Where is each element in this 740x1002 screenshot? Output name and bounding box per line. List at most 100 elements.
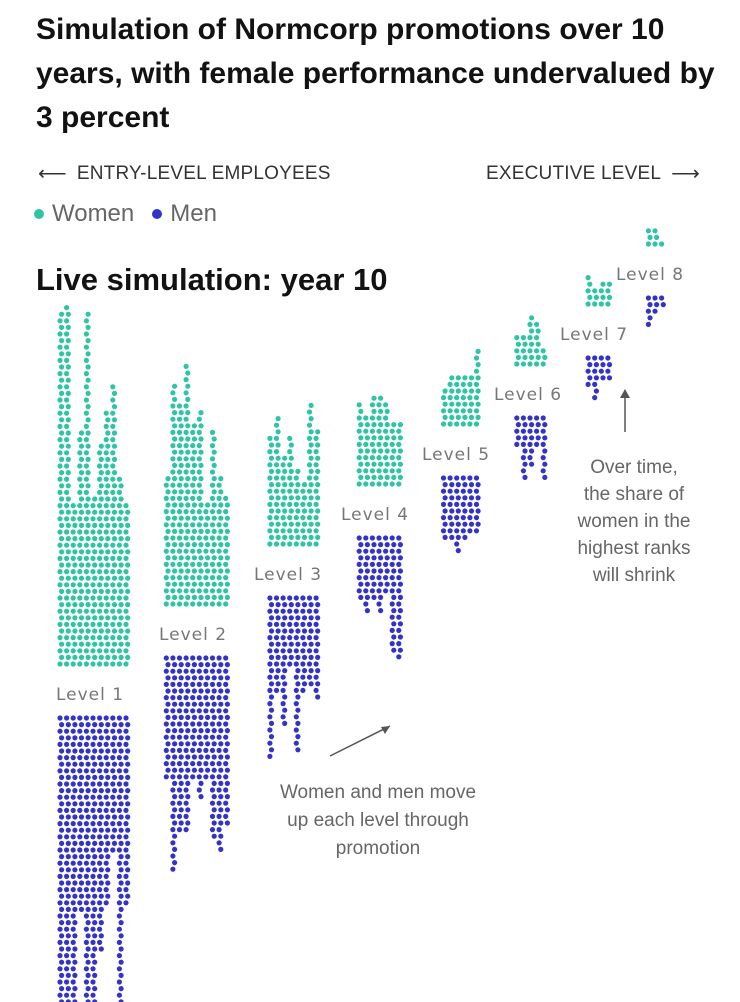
dot-men — [306, 674, 313, 680]
dot-men — [358, 594, 364, 601]
dot-men — [72, 761, 78, 767]
dot-women — [125, 562, 131, 568]
dot-women — [170, 588, 176, 594]
dot-men — [273, 595, 280, 601]
dot-women — [198, 568, 204, 574]
dot-women — [98, 654, 104, 661]
dot-women — [172, 555, 178, 561]
dot-men — [118, 722, 124, 728]
dot-women — [116, 503, 122, 509]
dot-women — [198, 462, 204, 468]
dot-layer — [57, 228, 666, 1002]
dot-women — [475, 348, 481, 354]
dot-men — [467, 501, 473, 507]
dot-women — [211, 555, 217, 561]
dot-men — [300, 674, 306, 680]
dot-women — [449, 414, 455, 420]
dot-women — [514, 361, 520, 367]
dot-men — [125, 801, 131, 807]
dot-women — [65, 654, 71, 661]
dot-men — [64, 755, 70, 761]
dot-women — [92, 509, 98, 515]
dot-women — [364, 461, 370, 467]
dot-women — [123, 516, 129, 522]
dot-men — [83, 979, 89, 985]
dot-women — [70, 542, 76, 548]
dot-men — [190, 774, 196, 780]
dot-women — [103, 410, 109, 416]
dot-women — [267, 475, 273, 481]
dot-women — [376, 468, 382, 474]
dot-men — [389, 627, 395, 634]
dot-women — [218, 594, 224, 601]
dot-men — [172, 780, 178, 787]
dot-men — [83, 715, 89, 721]
dot-men — [216, 668, 222, 674]
dot-women — [178, 581, 184, 587]
dot-men — [280, 635, 286, 641]
dot-women — [313, 475, 319, 481]
dot-men — [92, 880, 98, 886]
dot-men — [103, 834, 109, 840]
dot-men — [78, 854, 85, 860]
dot-women — [397, 435, 403, 441]
dot-men — [652, 295, 658, 301]
dot-women — [83, 331, 89, 337]
dot-women — [111, 602, 118, 608]
dot-women — [83, 516, 89, 522]
dot-women — [306, 528, 313, 534]
dot-men — [514, 441, 520, 447]
dot-women — [183, 469, 189, 475]
annotation-right-line-1: Over time, — [590, 457, 678, 478]
dot-women — [65, 588, 71, 595]
dot-men — [103, 741, 109, 748]
dot-men — [198, 794, 204, 800]
dot-women — [118, 602, 124, 608]
dot-women — [98, 456, 104, 462]
dot-men — [64, 979, 70, 985]
dot-men — [57, 834, 63, 840]
dot-men — [183, 800, 189, 806]
dot-women — [308, 508, 314, 514]
dot-men — [65, 827, 71, 833]
dot-men — [301, 668, 308, 674]
dot-men — [172, 860, 178, 866]
dot-women — [389, 428, 395, 434]
dot-men — [295, 602, 301, 608]
dot-women — [110, 423, 116, 429]
dot-women — [111, 654, 118, 661]
dot-men — [462, 521, 468, 527]
dot-women — [77, 595, 83, 601]
dot-men — [205, 701, 211, 707]
dot-women — [293, 488, 299, 494]
dot-women — [196, 535, 202, 541]
level-label-5: Level 5 — [422, 445, 490, 465]
dot-men — [92, 920, 98, 926]
dot-men — [293, 714, 299, 720]
dot-men — [378, 594, 384, 601]
dot-women — [515, 354, 522, 360]
dot-women — [397, 422, 403, 428]
dot-women — [125, 575, 131, 581]
dot-women — [110, 608, 116, 614]
dot-women — [587, 294, 593, 300]
dot-women — [440, 421, 447, 427]
dot-men — [83, 966, 89, 972]
dot-women — [78, 641, 85, 647]
dot-men — [585, 368, 591, 374]
dot-men — [191, 714, 197, 721]
dot-men — [371, 581, 377, 587]
dot-women — [205, 594, 211, 601]
dot-men — [268, 734, 275, 740]
dot-women — [170, 548, 176, 554]
dot-men — [70, 794, 76, 800]
dot-men — [224, 741, 230, 747]
dot-women — [64, 621, 70, 628]
legend-item-women: Women — [34, 200, 134, 228]
dot-men — [92, 893, 98, 899]
dot-men — [267, 608, 273, 614]
dot-women — [64, 331, 70, 337]
dot-men — [70, 728, 76, 734]
dot-men — [65, 761, 71, 767]
